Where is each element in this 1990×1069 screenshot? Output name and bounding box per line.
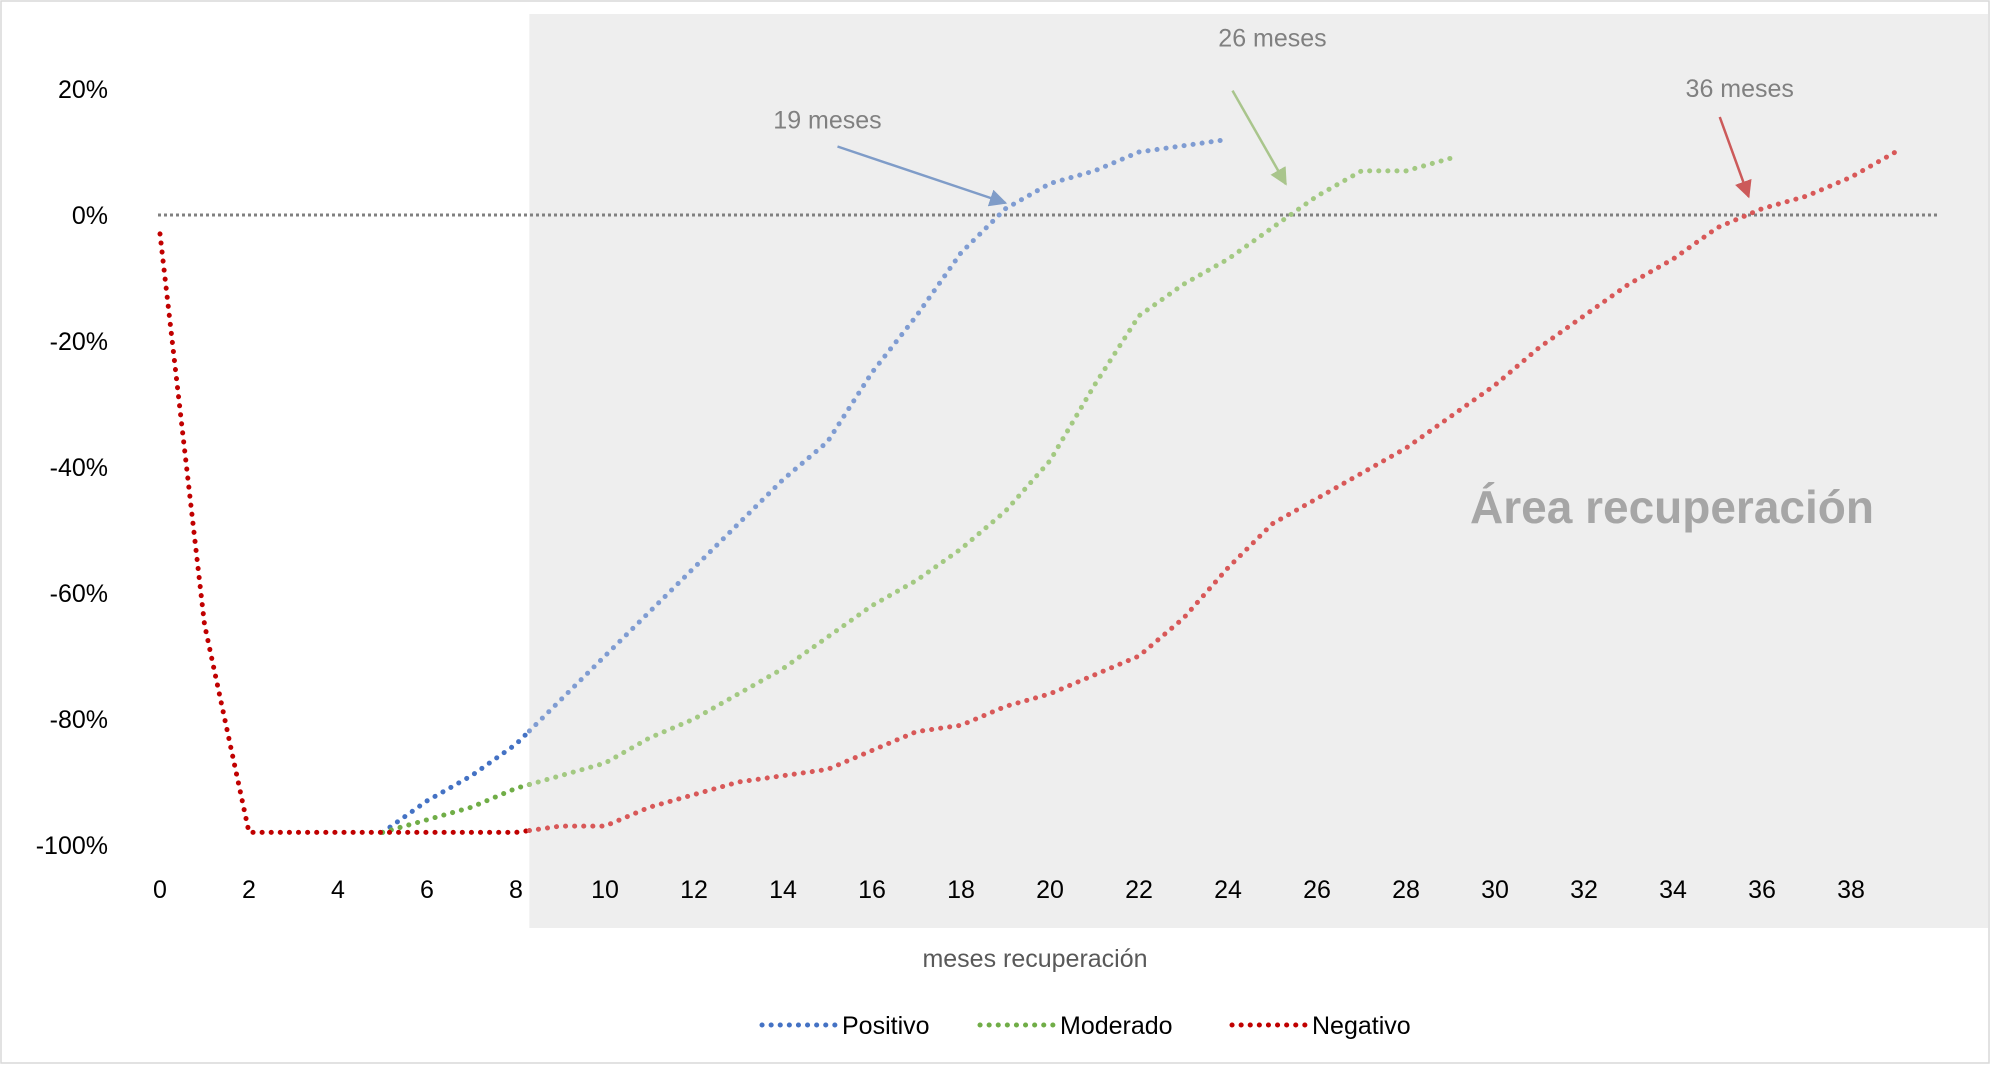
x-tick-label: 20 — [1036, 876, 1064, 904]
x-tick-label: 12 — [680, 876, 708, 904]
legend-label-moderado: Moderado — [1060, 1012, 1173, 1040]
series-line-moderado — [380, 782, 532, 835]
x-tick-label: 30 — [1481, 876, 1509, 904]
x-tick-label: 24 — [1214, 876, 1242, 904]
x-tick-label: 8 — [509, 876, 523, 904]
series-line-positivo — [380, 728, 532, 835]
x-tick-label: 2 — [242, 876, 256, 904]
legend: Positivo Moderado Negativo — [759, 1012, 1411, 1040]
x-tick-label: 16 — [858, 876, 886, 904]
y-tick-label: 20% — [58, 76, 108, 104]
x-tick-label: 6 — [420, 876, 434, 904]
recovery-area-label: Área recuperación — [1470, 481, 1874, 533]
y-tick-label: 0% — [72, 202, 108, 230]
annotation-label: 36 meses — [1686, 75, 1794, 103]
x-axis-label: meses recuperación — [922, 945, 1147, 973]
series-line-negativo — [157, 231, 532, 835]
x-tick-label: 18 — [947, 876, 975, 904]
y-tick-label: -20% — [50, 328, 108, 356]
annotation-arrow — [837, 145, 1008, 207]
x-tick-label: 14 — [769, 876, 797, 904]
legend-label-negativo: Negativo — [1312, 1012, 1411, 1040]
annotation-label: 26 meses — [1218, 25, 1326, 53]
y-tick-label: -100% — [36, 832, 108, 860]
recovery-area — [529, 14, 1988, 928]
y-tick-label: -40% — [50, 454, 108, 482]
x-tick-label: 34 — [1659, 876, 1687, 904]
x-tick-label: 32 — [1570, 876, 1598, 904]
series-line-moderado-recovery — [526, 155, 1453, 787]
y-tick-label: -80% — [50, 706, 108, 734]
x-tick-label: 26 — [1303, 876, 1331, 904]
x-tick-label: 22 — [1125, 876, 1153, 904]
x-tick-label: 28 — [1392, 876, 1420, 904]
x-tick-label: 38 — [1837, 876, 1865, 904]
series-line-negativo-recovery — [526, 149, 1898, 833]
annotation-label: 19 meses — [773, 107, 881, 135]
x-tick-label: 4 — [331, 876, 345, 904]
y-tick-label: -60% — [50, 580, 108, 608]
annotation-arrow — [1231, 89, 1287, 186]
x-tick-label: 10 — [591, 876, 619, 904]
legend-label-positivo: Positivo — [842, 1012, 930, 1040]
annotation-arrow — [1718, 116, 1752, 199]
x-tick-label: 0 — [153, 876, 167, 904]
x-tick-label: 36 — [1748, 876, 1776, 904]
